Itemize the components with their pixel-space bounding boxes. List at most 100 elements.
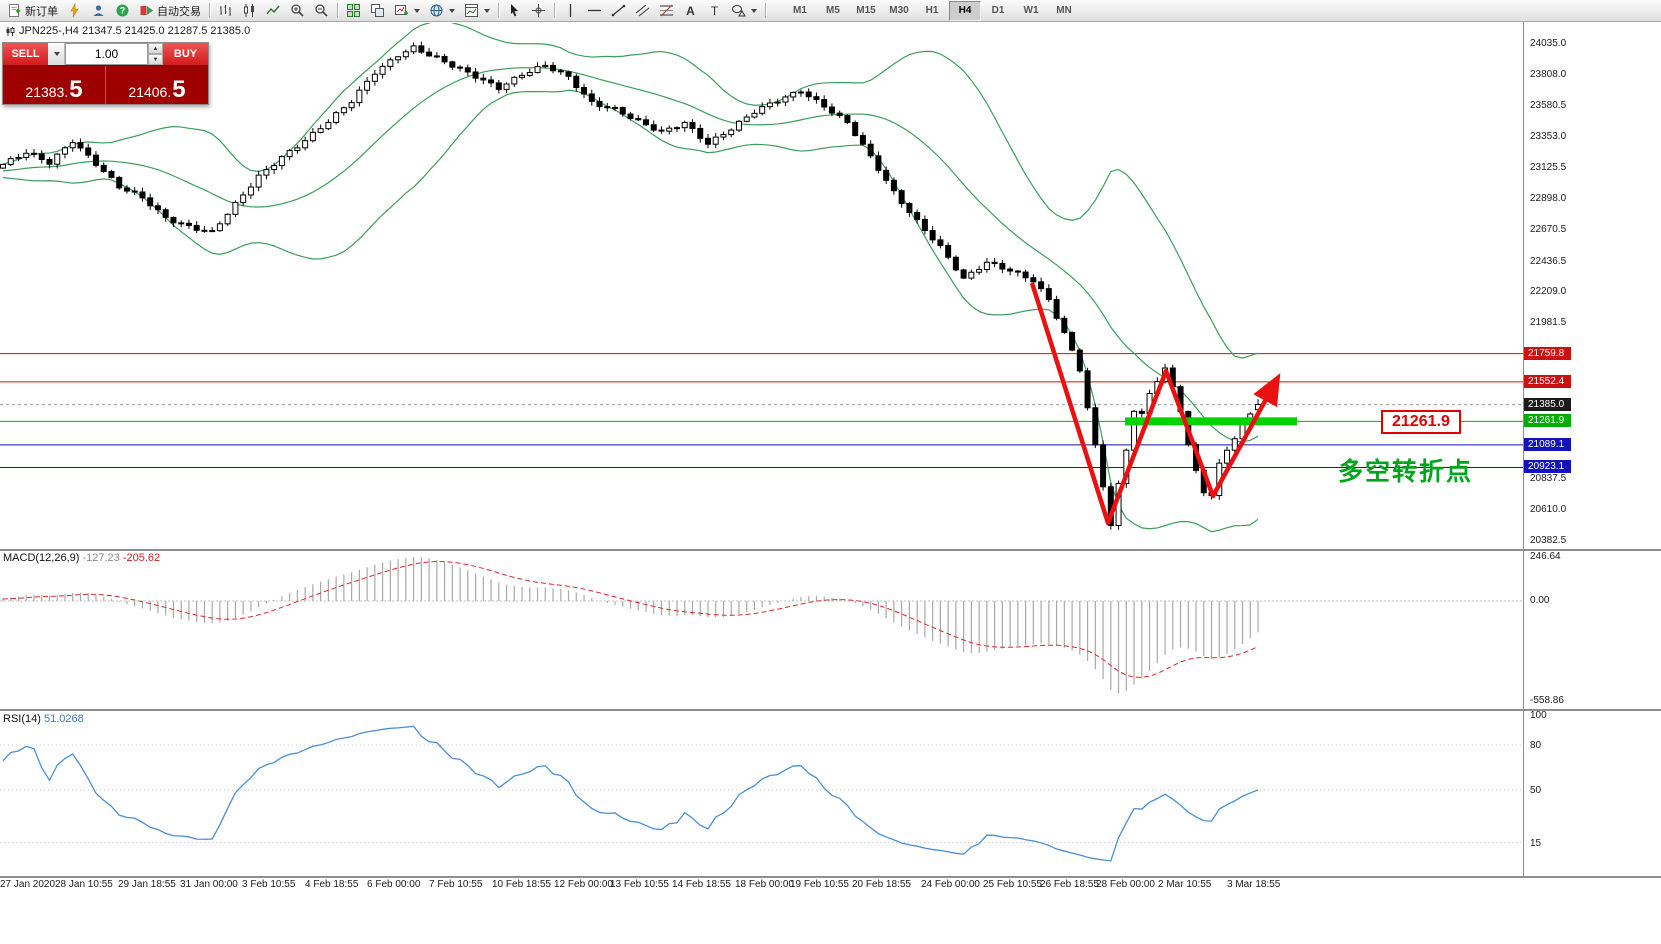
rsi-line bbox=[2, 725, 1259, 862]
zoom-in-button[interactable] bbox=[286, 1, 309, 21]
bollinger-band bbox=[2, 67, 1259, 443]
profile-icon bbox=[93, 5, 104, 16]
zoom-out-button[interactable] bbox=[310, 1, 333, 21]
rsi-name: RSI(14) bbox=[3, 713, 41, 725]
timeframe-m15[interactable]: M15 bbox=[856, 5, 876, 16]
channel-button[interactable] bbox=[631, 1, 654, 21]
chart-template-button[interactable] bbox=[460, 1, 494, 21]
svg-text:T: T bbox=[711, 4, 719, 18]
stepper-up-icon[interactable]: ▲ bbox=[148, 43, 163, 54]
line-chart-icon bbox=[266, 5, 280, 15]
toolbar: 新订单 ? 自动交易 bbox=[0, 0, 1661, 22]
globe-icon bbox=[430, 4, 443, 17]
stepper-down-icon[interactable]: ▼ bbox=[148, 54, 163, 65]
zoom-out-icon bbox=[315, 4, 328, 17]
bar-chart-button[interactable] bbox=[214, 1, 237, 21]
label-button[interactable]: T bbox=[703, 1, 726, 21]
dropdown-caret bbox=[414, 8, 420, 13]
chart-ohlc-info: JPN225-,H4 21347.5 21425.0 21287.5 21385… bbox=[6, 25, 250, 37]
green-level-segment bbox=[1125, 417, 1297, 426]
timeframe-m1[interactable]: M1 bbox=[793, 5, 807, 16]
dropdown-caret bbox=[54, 52, 60, 56]
vertical-line-button[interactable] bbox=[559, 1, 582, 21]
vertical-line-icon bbox=[569, 4, 572, 17]
text-icon: A bbox=[686, 4, 695, 18]
fibonacci-icon bbox=[660, 4, 673, 17]
toolbar-separator bbox=[554, 3, 555, 18]
horizontal-line-button[interactable] bbox=[583, 1, 606, 21]
auto-trading-icon bbox=[140, 6, 153, 15]
horizontal-line-icon bbox=[588, 9, 601, 12]
text-button[interactable]: A bbox=[679, 1, 702, 21]
cursor-button[interactable] bbox=[503, 1, 526, 21]
bar-chart-icon bbox=[220, 5, 231, 16]
toolbar-separator bbox=[765, 3, 766, 18]
fibonacci-button[interactable] bbox=[655, 1, 678, 21]
new-order-icon bbox=[9, 4, 20, 17]
timeframe-h4[interactable]: H4 bbox=[949, 0, 981, 21]
volume-input[interactable] bbox=[65, 43, 148, 65]
macd-panel bbox=[0, 557, 1523, 694]
lightning-button[interactable] bbox=[63, 1, 86, 21]
volume-stepper[interactable]: ▲ ▼ bbox=[148, 43, 163, 65]
macd-main-value: -127.23 bbox=[82, 552, 120, 564]
candlestick-chart-button[interactable] bbox=[238, 1, 261, 21]
help-button[interactable]: ? bbox=[111, 1, 134, 21]
zigzag-annotation bbox=[1029, 282, 1281, 526]
cascade-windows-button[interactable] bbox=[366, 1, 389, 21]
trendline-icon bbox=[611, 4, 626, 17]
pivot-annotation[interactable]: 多空转折点 bbox=[1338, 458, 1474, 486]
symbol-ohlc-text: JPN225-,H4 21347.5 21425.0 21287.5 21385… bbox=[19, 25, 251, 37]
dropdown-caret bbox=[751, 8, 757, 13]
macd-indicator-label: MACD(12,26,9) -127.23 -205.62 bbox=[3, 552, 160, 564]
shapes-icon bbox=[732, 5, 746, 17]
svg-text:?: ? bbox=[120, 6, 126, 16]
toolbar-separator bbox=[337, 3, 338, 18]
bollinger-band bbox=[2, 23, 1259, 359]
timeframe-m5[interactable]: M5 bbox=[826, 5, 840, 16]
tile-windows-button[interactable] bbox=[342, 1, 365, 21]
symbol-icon bbox=[6, 26, 15, 36]
sell-price[interactable]: 21383. 5 bbox=[3, 66, 105, 104]
crosshair-button[interactable] bbox=[527, 1, 550, 21]
profile-button[interactable] bbox=[87, 1, 110, 21]
timeframe-w1[interactable]: W1 bbox=[1023, 5, 1039, 16]
new-order-button[interactable]: 新订单 bbox=[3, 1, 62, 21]
trendline-button[interactable] bbox=[607, 1, 630, 21]
zoom-in-icon bbox=[291, 4, 304, 17]
new-chart-button[interactable] bbox=[390, 1, 424, 21]
candles bbox=[0, 41, 1262, 530]
sell-button[interactable]: SELL bbox=[3, 43, 48, 65]
toolbar-separator bbox=[498, 3, 499, 18]
cursor-icon bbox=[511, 4, 518, 17]
svg-text:A: A bbox=[686, 4, 695, 18]
symbols-globe-button[interactable] bbox=[425, 1, 459, 21]
toolbar-separator bbox=[209, 3, 210, 18]
timeframe-h1[interactable]: H1 bbox=[925, 5, 939, 16]
crosshair-icon bbox=[532, 4, 545, 17]
new-chart-icon bbox=[395, 5, 408, 15]
one-click-trading-panel: SELL ▲▼ BUY 21383. 5 21406. 5 bbox=[2, 42, 209, 105]
sell-price-main: 21383. bbox=[25, 84, 69, 100]
sell-price-big-digit: 5 bbox=[69, 76, 83, 103]
timeframe-m30[interactable]: M30 bbox=[889, 5, 909, 16]
label-icon: T bbox=[711, 4, 719, 18]
price-level-box[interactable]: 21261.9 bbox=[1381, 410, 1461, 434]
chart-template-icon bbox=[465, 4, 478, 17]
buy-price-big-digit: 5 bbox=[172, 76, 186, 103]
macd-signal-line bbox=[2, 561, 1259, 678]
shapes-button[interactable] bbox=[727, 1, 761, 21]
timeframe-d1[interactable]: D1 bbox=[991, 5, 1005, 16]
macd-name: MACD(12,26,9) bbox=[3, 552, 80, 564]
channel-icon bbox=[635, 4, 650, 17]
timeframe-mn[interactable]: MN bbox=[1056, 5, 1072, 16]
auto-trading-label: 自动交易 bbox=[157, 5, 201, 18]
auto-trading-button[interactable]: 自动交易 bbox=[135, 1, 205, 21]
line-chart-button[interactable] bbox=[262, 1, 285, 21]
buy-button[interactable]: BUY bbox=[163, 43, 208, 65]
dropdown-caret bbox=[449, 8, 455, 13]
macd-signal-value: -205.62 bbox=[122, 552, 161, 564]
buy-price[interactable]: 21406. 5 bbox=[105, 66, 208, 104]
volume-dropdown[interactable] bbox=[48, 43, 65, 65]
